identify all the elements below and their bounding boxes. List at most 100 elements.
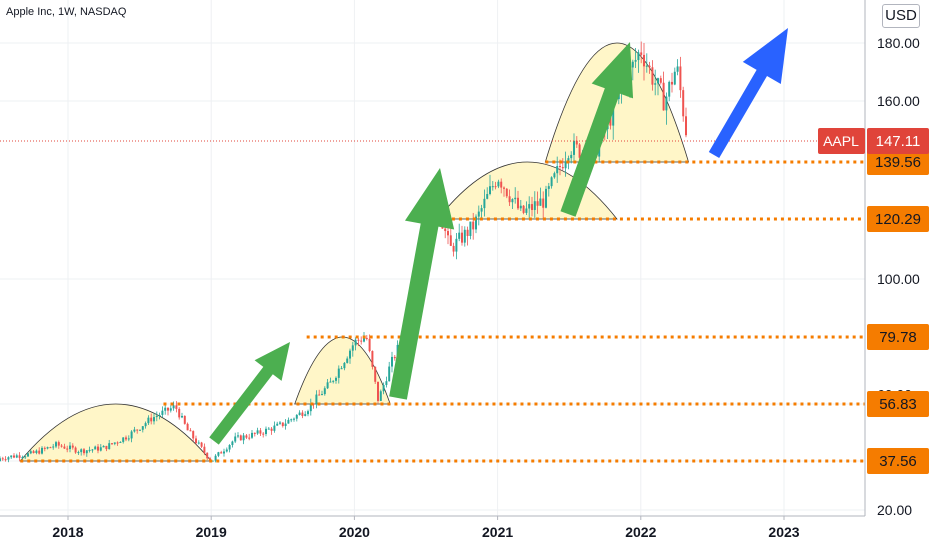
candle: [491, 181, 494, 191]
candle: [181, 412, 183, 419]
candle: [169, 405, 172, 413]
candle: [486, 187, 489, 200]
candle: [578, 143, 581, 160]
candle: [80, 448, 83, 456]
candle: [531, 196, 533, 217]
last-price-tag: AAPL 147.11: [818, 128, 929, 154]
candle: [24, 454, 27, 460]
candle: [197, 440, 200, 445]
candle: [337, 365, 340, 384]
candle: [130, 430, 133, 443]
level-price-tag: 56.83: [867, 391, 929, 417]
candle: [43, 446, 46, 452]
candle: [648, 61, 651, 74]
candle: [161, 406, 164, 418]
candle: [564, 151, 567, 177]
candle: [66, 445, 69, 453]
candle: [349, 348, 351, 364]
trend-arrow: [389, 168, 455, 400]
candle: [379, 389, 382, 402]
candle: [186, 422, 189, 431]
candle: [497, 179, 500, 189]
candle: [1, 456, 4, 461]
time-tick-label: 2020: [339, 524, 370, 540]
candle: [382, 382, 385, 395]
candle: [245, 433, 248, 439]
candle: [500, 178, 503, 194]
candle: [108, 439, 111, 450]
candle: [662, 71, 665, 111]
candle: [119, 441, 122, 443]
currency-button[interactable]: USD: [882, 4, 920, 28]
candle: [220, 450, 223, 454]
candle: [533, 191, 536, 218]
candle: [545, 185, 547, 209]
candle: [550, 176, 553, 189]
candle: [472, 212, 475, 240]
candle: [60, 443, 63, 448]
candle: [18, 452, 21, 462]
candle: [388, 361, 391, 382]
candle: [340, 365, 343, 370]
candle: [458, 223, 461, 242]
candle: [158, 412, 161, 420]
svg-text:147.11: 147.11: [876, 133, 921, 150]
candle: [57, 440, 60, 449]
candle: [547, 182, 550, 197]
candle: [682, 86, 685, 122]
level-price-tag: 79.78: [867, 324, 929, 350]
candle: [528, 196, 531, 219]
candle: [508, 189, 511, 206]
candle: [153, 412, 155, 425]
candle: [7, 456, 10, 463]
candle: [525, 201, 528, 216]
candle: [133, 426, 136, 433]
candle: [452, 242, 455, 257]
level-price-tag: 37.56: [867, 448, 929, 474]
candle: [192, 430, 195, 442]
candle: [570, 151, 573, 164]
candle: [32, 450, 35, 454]
candle: [284, 419, 287, 430]
level-price-tag: 139.56: [867, 149, 929, 175]
candle: [88, 446, 91, 453]
candle: [175, 401, 178, 413]
candle: [234, 432, 237, 444]
candle: [256, 427, 259, 435]
candle: [522, 205, 525, 215]
candle: [97, 443, 99, 454]
candle: [217, 451, 220, 458]
time-tick-label: 2018: [52, 524, 83, 540]
candle: [281, 422, 284, 428]
candle: [35, 449, 38, 455]
candle: [377, 381, 379, 404]
candle: [463, 226, 466, 247]
candle: [113, 442, 116, 446]
trend-arrow: [560, 42, 634, 217]
candle: [253, 432, 256, 437]
candle: [301, 410, 304, 419]
candle: [360, 336, 363, 345]
candle: [312, 403, 315, 409]
level-price-tag: 120.29: [867, 206, 929, 232]
candle: [477, 205, 480, 226]
candle: [466, 226, 469, 246]
candle: [393, 354, 396, 361]
candle: [447, 228, 449, 245]
candle: [307, 409, 309, 417]
candle: [293, 417, 295, 422]
time-tick-label: 2021: [482, 524, 513, 540]
candle: [329, 377, 332, 383]
candle: [659, 75, 662, 85]
candle: [214, 454, 217, 463]
candle: [295, 413, 298, 422]
candle: [41, 446, 43, 455]
candle: [125, 435, 127, 442]
candle: [231, 440, 234, 448]
candle: [10, 455, 13, 459]
candle: [122, 437, 125, 444]
candle: [63, 443, 66, 450]
candle: [332, 380, 335, 384]
candle: [668, 80, 671, 102]
